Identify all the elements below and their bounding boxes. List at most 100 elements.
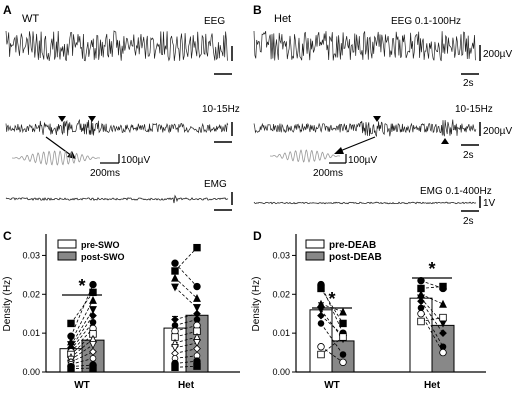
data-point	[439, 313, 447, 322]
data-point	[89, 311, 97, 320]
y-axis-label: Density (Hz)	[251, 276, 262, 331]
data-point	[89, 364, 97, 372]
panel-b-letter: B	[253, 3, 262, 17]
panel-b-filtered-trace	[253, 119, 477, 138]
panel-b-inset-time: 200ms	[313, 168, 343, 179]
panel-b-eeg-time: 2s	[463, 78, 474, 89]
panel-b-emg-scale: 1V	[483, 198, 496, 209]
panel-a-emg-scalebar	[214, 192, 233, 211]
significance-star: *	[328, 289, 335, 309]
data-point	[193, 316, 201, 323]
y-axis-label: Density (Hz)	[2, 276, 13, 331]
data-point	[89, 288, 97, 297]
panel-b-zoom-arrow	[339, 136, 376, 152]
paired-line	[70, 309, 94, 346]
data-point	[417, 310, 425, 318]
paired-line	[174, 355, 198, 359]
paired-line	[70, 351, 94, 363]
data-point	[317, 350, 325, 359]
panel-a-inset-scale: 100µV	[121, 155, 150, 166]
panel-b-emg-trace	[253, 201, 477, 205]
panel-a-zoom-arrow	[45, 136, 73, 157]
panel-d-letter: D	[253, 229, 262, 243]
data-point	[171, 283, 179, 292]
data-point	[67, 319, 75, 328]
paired-line	[420, 317, 444, 322]
paired-line	[420, 301, 444, 334]
panel-a-emg-trace	[5, 194, 229, 204]
legend-swatch	[305, 251, 325, 261]
panel-b-genotype: Het	[274, 13, 291, 25]
paired-line	[174, 342, 198, 349]
data-point	[171, 259, 179, 267]
panel-a-inset-time: 200ms	[90, 168, 120, 179]
panel-a-eeg-scalebar	[214, 46, 233, 75]
paired-line	[174, 330, 198, 338]
y-tick-label: 0.00	[272, 367, 290, 377]
y-tick-label: 0.02	[22, 289, 40, 299]
paired-line	[420, 307, 444, 347]
panel-a-filter-scalebar	[214, 122, 233, 143]
panel-a-spindle-arrowhead	[88, 116, 96, 122]
data-point	[171, 363, 179, 372]
chart-d: 0.00 0.01 0.02 0.03 Density (Hz) WT Het * * pre-D…	[251, 234, 486, 391]
data-point	[317, 284, 325, 293]
y-tick-label: 0.03	[22, 250, 40, 260]
data-point	[193, 282, 201, 291]
data-point	[193, 243, 201, 252]
panel-a-eeg-trace	[5, 30, 228, 62]
paired-line	[174, 313, 198, 320]
y-tick-label: 0.01	[22, 328, 40, 338]
legend-label: post-SWO	[81, 252, 125, 262]
paired-line	[70, 299, 94, 342]
data-point	[193, 339, 201, 348]
paired-line	[174, 324, 198, 332]
legend-swatch	[57, 251, 77, 261]
paired-line	[70, 344, 94, 360]
data-point	[89, 347, 97, 356]
x-tick-label: Het	[178, 380, 195, 391]
paired-line	[174, 360, 198, 364]
data-point	[89, 306, 97, 315]
legend-swatch	[305, 239, 325, 249]
data-point	[67, 364, 75, 373]
data-point	[417, 304, 425, 312]
paired-line	[420, 280, 444, 289]
paired-line	[70, 315, 94, 348]
data-point	[339, 319, 347, 328]
paired-line	[420, 286, 444, 289]
data-point	[171, 273, 179, 282]
data-point	[439, 329, 447, 338]
paired-line	[174, 319, 198, 326]
data-point	[339, 358, 347, 366]
panel-b-filter-scalebar	[461, 122, 481, 146]
panel-a-eeg-label: EEG	[204, 16, 225, 27]
paired-line	[70, 292, 94, 324]
data-point	[417, 297, 425, 306]
legend-swatch	[57, 239, 77, 249]
data-point	[171, 344, 179, 353]
data-point	[317, 320, 325, 327]
panel-a-filtered-trace	[5, 118, 229, 136]
paired-line	[174, 247, 198, 272]
panel-b-spindle-arrowhead	[373, 116, 381, 122]
paired-line	[174, 336, 198, 344]
data-point	[193, 362, 201, 370]
panel-b-emg-label: EMG 0.1-400Hz	[420, 186, 492, 197]
panel-b-zoom-arrowhead	[334, 147, 344, 154]
x-tick-label: WT	[324, 380, 340, 391]
paired-line	[320, 288, 344, 324]
legend-label: post-DEAB	[329, 252, 382, 263]
data-point	[417, 276, 425, 285]
panel-a-emg-label: EMG	[204, 179, 227, 190]
y-tick-label: 0.03	[272, 250, 290, 260]
data-point	[439, 343, 447, 351]
panel-b-filter-label: 10-15Hz	[455, 104, 493, 115]
panel-a-zoom-arrowhead	[67, 151, 76, 159]
panel-c-letter: C	[3, 229, 12, 243]
paired-line	[420, 293, 444, 305]
data-point	[339, 307, 347, 316]
panel-b-eeg-label: EEG 0.1-100Hz	[391, 16, 461, 27]
data-point	[317, 311, 325, 320]
